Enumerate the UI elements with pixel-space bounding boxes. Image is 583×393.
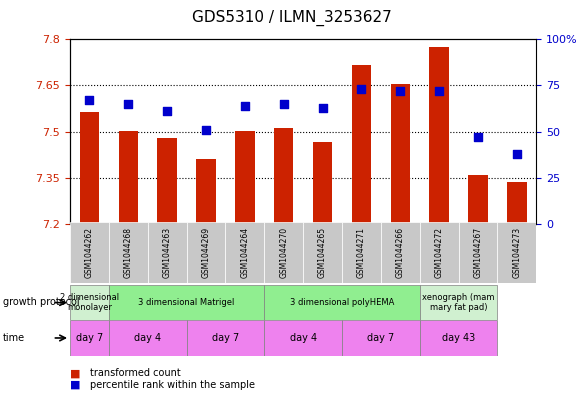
- Text: ■: ■: [70, 380, 80, 390]
- FancyBboxPatch shape: [70, 222, 109, 283]
- Text: GSM1044266: GSM1044266: [396, 227, 405, 278]
- FancyBboxPatch shape: [264, 285, 420, 320]
- FancyBboxPatch shape: [381, 222, 420, 283]
- Bar: [507, 182, 526, 224]
- Text: GSM1044263: GSM1044263: [163, 227, 171, 278]
- Text: day 7: day 7: [76, 333, 103, 343]
- Point: [512, 151, 522, 157]
- Text: 3 dimensional polyHEMA: 3 dimensional polyHEMA: [290, 298, 394, 307]
- FancyBboxPatch shape: [303, 222, 342, 283]
- Text: GSM1044268: GSM1044268: [124, 227, 133, 278]
- FancyBboxPatch shape: [264, 320, 342, 356]
- Bar: [196, 159, 216, 224]
- FancyBboxPatch shape: [187, 320, 264, 356]
- Point: [357, 86, 366, 92]
- FancyBboxPatch shape: [70, 320, 109, 356]
- Bar: [80, 112, 99, 224]
- Point: [85, 97, 94, 103]
- FancyBboxPatch shape: [109, 222, 147, 283]
- FancyBboxPatch shape: [109, 285, 264, 320]
- FancyBboxPatch shape: [226, 222, 264, 283]
- Text: growth protocol: growth protocol: [3, 297, 79, 307]
- Bar: [118, 131, 138, 224]
- Bar: [157, 138, 177, 224]
- Text: GSM1044270: GSM1044270: [279, 227, 288, 278]
- FancyBboxPatch shape: [342, 222, 381, 283]
- Text: day 4: day 4: [134, 333, 161, 343]
- Bar: [391, 84, 410, 224]
- Text: GDS5310 / ILMN_3253627: GDS5310 / ILMN_3253627: [192, 10, 391, 26]
- FancyBboxPatch shape: [420, 320, 497, 356]
- Text: day 7: day 7: [367, 333, 395, 343]
- Bar: [430, 47, 449, 224]
- FancyBboxPatch shape: [497, 222, 536, 283]
- FancyBboxPatch shape: [459, 222, 497, 283]
- Text: ■: ■: [70, 368, 80, 378]
- Text: GSM1044265: GSM1044265: [318, 227, 327, 278]
- Text: GSM1044272: GSM1044272: [435, 227, 444, 278]
- FancyBboxPatch shape: [420, 285, 497, 320]
- Point: [434, 88, 444, 94]
- Text: day 7: day 7: [212, 333, 239, 343]
- Point: [318, 105, 327, 111]
- Text: day 43: day 43: [442, 333, 475, 343]
- Bar: [468, 175, 488, 224]
- FancyBboxPatch shape: [420, 222, 459, 283]
- FancyBboxPatch shape: [147, 222, 187, 283]
- Text: xenograph (mam
mary fat pad): xenograph (mam mary fat pad): [422, 293, 495, 312]
- Bar: [352, 64, 371, 224]
- Point: [201, 127, 210, 133]
- Bar: [274, 128, 293, 224]
- Text: GSM1044267: GSM1044267: [473, 227, 483, 278]
- Text: day 4: day 4: [290, 333, 317, 343]
- Point: [279, 101, 289, 107]
- Text: 3 dimensional Matrigel: 3 dimensional Matrigel: [138, 298, 235, 307]
- FancyBboxPatch shape: [109, 320, 187, 356]
- Text: GSM1044264: GSM1044264: [240, 227, 250, 278]
- Text: time: time: [3, 333, 25, 343]
- Text: GSM1044269: GSM1044269: [202, 227, 210, 278]
- FancyBboxPatch shape: [187, 222, 226, 283]
- Bar: [235, 131, 255, 224]
- FancyBboxPatch shape: [264, 222, 303, 283]
- Point: [240, 103, 250, 109]
- Point: [396, 88, 405, 94]
- Point: [473, 134, 483, 140]
- Text: GSM1044262: GSM1044262: [85, 227, 94, 278]
- Text: GSM1044271: GSM1044271: [357, 227, 366, 278]
- Bar: [313, 142, 332, 224]
- FancyBboxPatch shape: [70, 285, 109, 320]
- FancyBboxPatch shape: [342, 320, 420, 356]
- Text: GSM1044273: GSM1044273: [512, 227, 521, 278]
- Text: 2 dimensional
monolayer: 2 dimensional monolayer: [60, 293, 119, 312]
- Text: transformed count: transformed count: [90, 368, 181, 378]
- Point: [163, 108, 172, 114]
- Point: [124, 101, 133, 107]
- Text: percentile rank within the sample: percentile rank within the sample: [90, 380, 255, 390]
